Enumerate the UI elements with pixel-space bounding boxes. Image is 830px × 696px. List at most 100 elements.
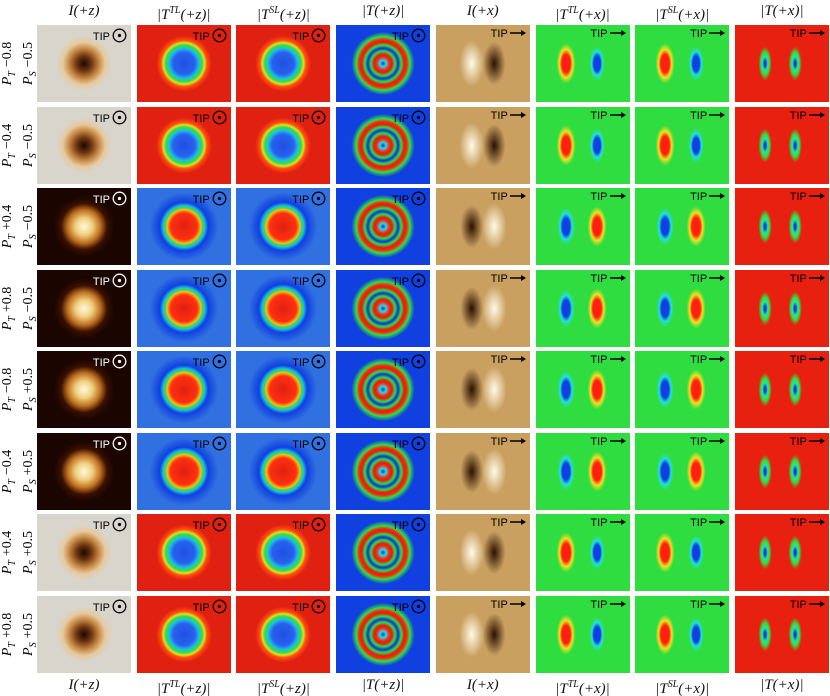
header-text: (+x)| [578,681,610,696]
figure-panel: TIP [37,269,131,347]
tip-label: TIP [590,28,608,40]
tip-marker: TIP [790,517,825,529]
tip-marker: TIP [790,436,825,448]
tip-marker: TIP [491,28,526,40]
figure-panel: TIP [236,188,331,265]
tip-symbol [411,354,426,372]
tip-symbol [509,517,526,529]
tip-label: TIP [590,354,608,366]
figure-panel: TIP [336,432,431,510]
header-text: |T [655,681,668,696]
figure-panel: TIP [435,514,530,591]
figure-panel: TIP [336,188,431,265]
tip-label: TIP [789,354,807,366]
tip-marker: TIP [690,191,726,203]
symbol: P [0,158,15,167]
tip-label: TIP [391,357,410,369]
column-header: |TSL(+z)| [233,0,333,23]
figure-panel: TIP [734,269,829,347]
tip-label: TIP [590,272,608,285]
value: +0.4 [0,530,15,557]
figure-panel: TIP [635,106,730,184]
tip-symbol [311,273,326,291]
tip-label: TIP [192,357,210,369]
tip-marker: TIP [292,517,326,535]
tip-label: TIP [690,28,708,40]
tip-symbol [509,191,526,203]
row-label: PT+0.4 PS+0.5 [0,514,39,591]
tip-symbol [509,110,526,122]
figure-panel: TIP [136,269,231,347]
header-text: |T [156,681,170,696]
tip-label: TIP [391,194,410,206]
header-sup: SL [269,5,280,16]
tip-label: TIP [490,435,508,448]
tip-marker: TIP [93,273,127,291]
tip-marker: TIP [790,110,825,122]
header-text: I(+z) [68,677,100,693]
tip-label: TIP [292,31,310,43]
figure-panel: TIP [635,514,730,591]
tip-label: TIP [92,194,110,206]
figure-panel: TIP [435,595,530,673]
tip-symbol [709,517,726,529]
header-text: (+z)| [180,7,211,23]
value: −0.5 [20,123,36,149]
figure-panel: TIP [734,432,829,510]
header-text: (+x)| [578,7,610,23]
header-text: |T(+z)| [361,677,405,693]
figure-panel: TIP [734,514,829,591]
tip-marker: TIP [690,517,726,529]
tip-label: TIP [92,601,110,614]
tip-symbol [808,273,825,285]
tip-symbol [411,273,426,291]
tip-symbol [609,354,626,366]
figure-panel: TIP [37,514,131,591]
tip-marker: TIP [193,354,227,372]
tip-marker: TIP [690,28,726,40]
figure-panel: TIP [734,25,829,102]
tip-marker: TIP [790,273,825,285]
tip-label: TIP [391,112,410,125]
figure-panel: TIP [635,269,730,347]
header-text: |T(+z)| [361,3,405,19]
figure-panel: TIP [136,595,231,673]
figure-panel: TIP [435,269,530,347]
tip-label: TIP [590,109,608,122]
tip-marker: TIP [590,436,626,448]
tip-marker: TIP [193,599,227,617]
column-header: |TSL(+x)| [632,674,732,696]
tip-marker: TIP [590,354,626,366]
tip-label: TIP [92,357,110,369]
symbol: P [0,647,15,656]
tip-marker: TIP [93,28,127,46]
row-label: PT−0.4 PS+0.5 [0,433,39,510]
figure-panel: TIP [435,25,530,102]
figure-panel: TIP [535,514,630,591]
tip-label: TIP [92,275,110,288]
tip-symbol [311,191,326,209]
tip-symbol [311,354,326,372]
tip-marker: TIP [590,191,626,203]
tip-label: TIP [192,438,210,451]
tip-label: TIP [92,438,110,451]
tip-symbol [609,191,626,203]
tip-marker: TIP [690,354,726,366]
figure-panel: TIP [336,351,431,428]
row-label: PT−0.8 PS+0.5 [0,351,39,428]
header-sup: SL [269,679,280,690]
tip-symbol [609,110,626,122]
figure-panel: TIP [535,25,630,102]
tip-marker: TIP [193,28,227,46]
row-label: PT+0.8 PS−0.5 [0,270,39,347]
row-label-line: PT +0.4 [0,188,21,265]
header-text: |T [256,7,270,23]
tip-label: TIP [789,28,807,40]
tip-symbol [311,110,326,128]
figure-panel: TIP [635,25,730,102]
tip-label: TIP [490,28,508,40]
tip-label: TIP [192,275,210,288]
tip-marker: TIP [193,110,227,128]
tip-symbol [212,28,227,46]
tip-marker: TIP [93,517,127,535]
